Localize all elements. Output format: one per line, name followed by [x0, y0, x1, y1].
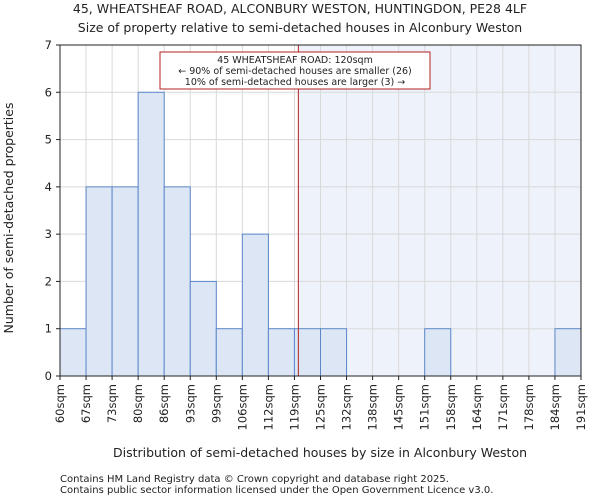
y-axis-label: Number of semi-detached properties [1, 103, 16, 334]
histogram-bar [267, 328, 295, 377]
x-tick-label: 191sqm [574, 384, 588, 430]
y-tick-label: 0 [45, 369, 52, 383]
annotation-line2: ← 90% of semi-detached houses are smalle… [178, 66, 412, 77]
chart-title-line1: 45, WHEATSHEAF ROAD, ALCONBURY WESTON, H… [73, 1, 527, 16]
x-tick-label: 145sqm [392, 384, 406, 430]
x-tick-label: 112sqm [261, 384, 275, 430]
x-tick-label: 67sqm [79, 384, 93, 423]
x-tick-label: 138sqm [366, 384, 380, 430]
x-tick-label: 171sqm [496, 384, 510, 430]
y-tick-label: 3 [45, 227, 52, 241]
histogram-bar [59, 328, 87, 377]
histogram-bar [189, 280, 217, 377]
y-tick-label: 4 [45, 180, 52, 194]
x-tick-label: 119sqm [287, 384, 301, 430]
annotation-line1: 45 WHEATSHEAF ROAD: 120sqm [217, 55, 373, 66]
histogram-bar [111, 186, 139, 377]
x-tick-label: 60sqm [53, 384, 67, 423]
x-tick-label: 99sqm [209, 384, 223, 423]
histogram-bar [137, 91, 165, 377]
histogram-bar [241, 233, 269, 377]
x-tick-label: 151sqm [418, 384, 432, 430]
histogram-bar [163, 186, 191, 377]
x-tick-label: 106sqm [235, 384, 249, 430]
y-tick-label: 2 [45, 274, 52, 288]
histogram-bar [85, 186, 113, 377]
histogram-bar [320, 328, 348, 377]
x-tick-label: 178sqm [522, 384, 536, 430]
x-tick-label: 80sqm [131, 384, 145, 423]
x-tick-label: 158sqm [444, 384, 458, 430]
x-tick-label: 132sqm [340, 384, 354, 430]
chart-title-line2: Size of property relative to semi-detach… [78, 20, 522, 35]
annotation-border [159, 51, 431, 90]
y-tick-label: 1 [45, 322, 52, 336]
x-tick-label: 125sqm [314, 384, 328, 430]
footer-line1: Contains HM Land Registry data © Crown c… [60, 474, 449, 485]
y-tick-label: 6 [45, 85, 52, 99]
y-tick-label: 7 [45, 38, 52, 52]
annotation-box: 45 WHEATSHEAF ROAD: 120sqm ← 90% of semi… [159, 51, 431, 90]
x-tick-label: 86sqm [157, 384, 171, 423]
y-tick-label: 5 [45, 133, 52, 147]
x-axis-label: Distribution of semi-detached houses by … [113, 445, 527, 460]
annotation-line3: 10% of semi-detached houses are larger (… [185, 77, 405, 88]
larger-region-shade [298, 45, 581, 376]
x-tick-label: 73sqm [105, 384, 119, 423]
footer-line2: Contains public sector information licen… [60, 485, 493, 496]
histogram-bar [215, 328, 243, 377]
x-tick-label: 184sqm [548, 384, 562, 430]
x-tick-label: 164sqm [470, 384, 484, 430]
x-tick-label: 93sqm [183, 384, 197, 423]
histogram-bar [554, 328, 582, 377]
histogram-bar [424, 328, 452, 377]
